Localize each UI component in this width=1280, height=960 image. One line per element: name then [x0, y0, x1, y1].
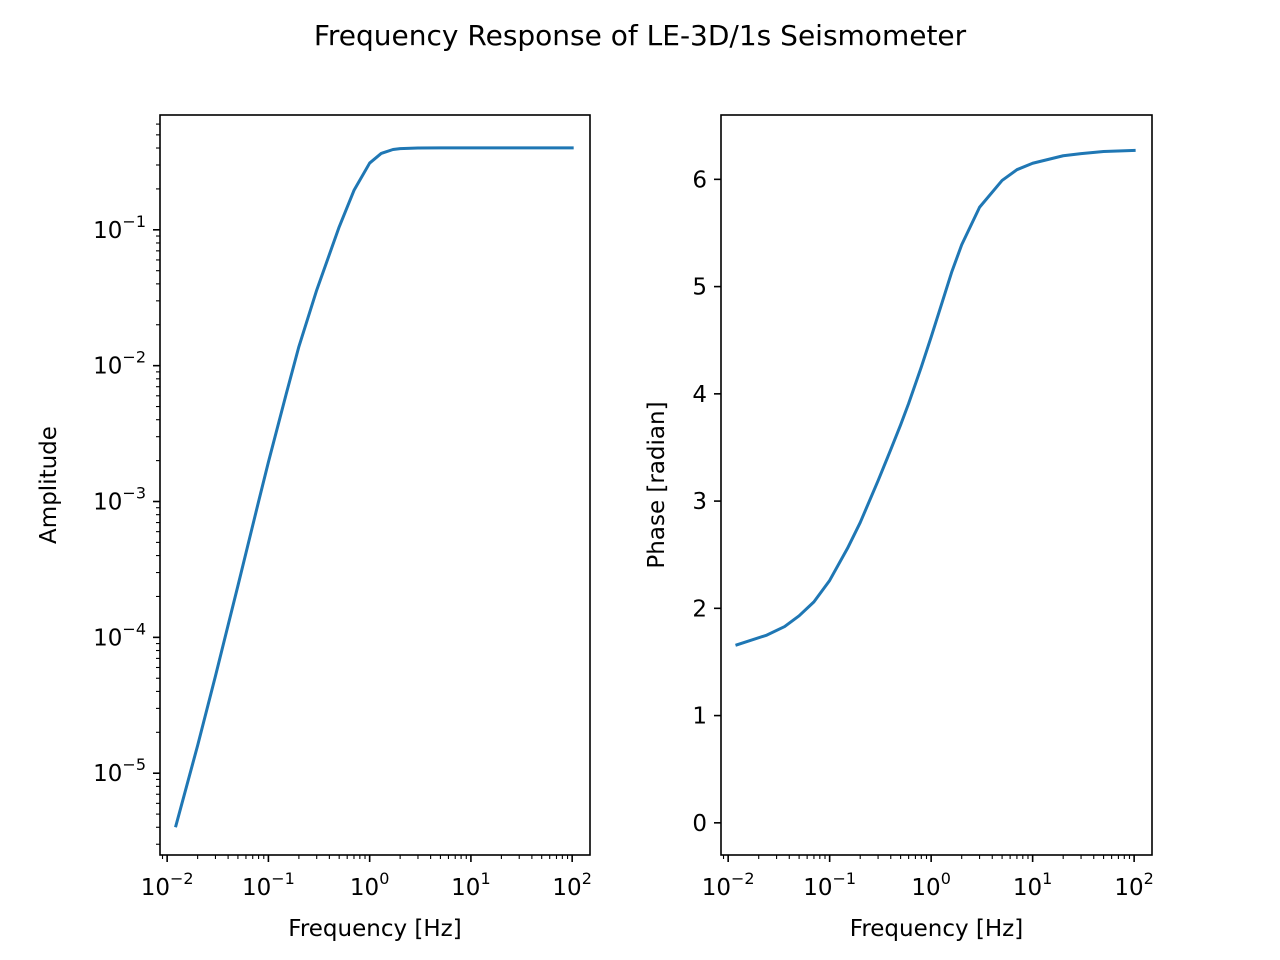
amplitude-plot: 10−2 10−1 100 101 102 10−5 10−4 10−3 10−2 10−1 Fre…	[36, 114, 592, 942]
phase-series-line	[735, 148, 1136, 647]
phase-y-tick-label: 1	[692, 704, 707, 730]
amplitude-x-tick-label: 101	[451, 869, 490, 901]
phase-x-tick-label: 10−2	[702, 869, 755, 901]
phase-y-axis-label: Phase [radian]	[644, 401, 670, 568]
phase-y-tick-label: 5	[692, 275, 707, 301]
amplitude-y-tick-label: 10−1	[93, 212, 146, 244]
amplitude-y-axis-label: Amplitude	[36, 426, 62, 544]
phase-x-tick-label: 100	[911, 869, 950, 901]
amplitude-x-tick-label: 102	[552, 869, 591, 901]
amplitude-y-tick-label: 10−3	[93, 484, 146, 516]
phase-y-tick-label: 4	[692, 382, 707, 408]
amplitude-y-tick-label: 10−2	[93, 348, 146, 380]
phase-y-tick-label: 3	[692, 489, 707, 515]
amplitude-plot-frame	[159, 114, 591, 856]
amplitude-x-axis-label: Frequency [Hz]	[288, 916, 461, 942]
figure-title: Frequency Response of LE-3D/1s Seismomet…	[314, 19, 967, 52]
phase-y-tick-label: 0	[692, 811, 707, 837]
phase-plot: 10−2 10−1 100 101 102 0 1 2 3 4 5 6 Frequency [Hz] Ph…	[644, 114, 1154, 942]
amplitude-x-tick-label: 10−1	[242, 869, 295, 901]
amplitude-y-tick-label: 10−5	[93, 755, 146, 787]
phase-x-axis-label: Frequency [Hz]	[850, 916, 1023, 942]
phase-y-tick-label: 2	[692, 596, 707, 622]
amplitude-series-line	[174, 146, 574, 828]
amplitude-x-tick-label: 10−2	[141, 869, 194, 901]
phase-x-tick-label: 102	[1114, 869, 1153, 901]
phase-y-tick-label: 6	[692, 167, 707, 193]
phase-x-tick-label: 10−1	[803, 869, 856, 901]
amplitude-x-tick-label: 100	[350, 869, 389, 901]
phase-plot-frame	[720, 114, 1153, 856]
amplitude-y-tick-label: 10−4	[93, 619, 146, 651]
phase-x-tick-label: 101	[1013, 869, 1052, 901]
